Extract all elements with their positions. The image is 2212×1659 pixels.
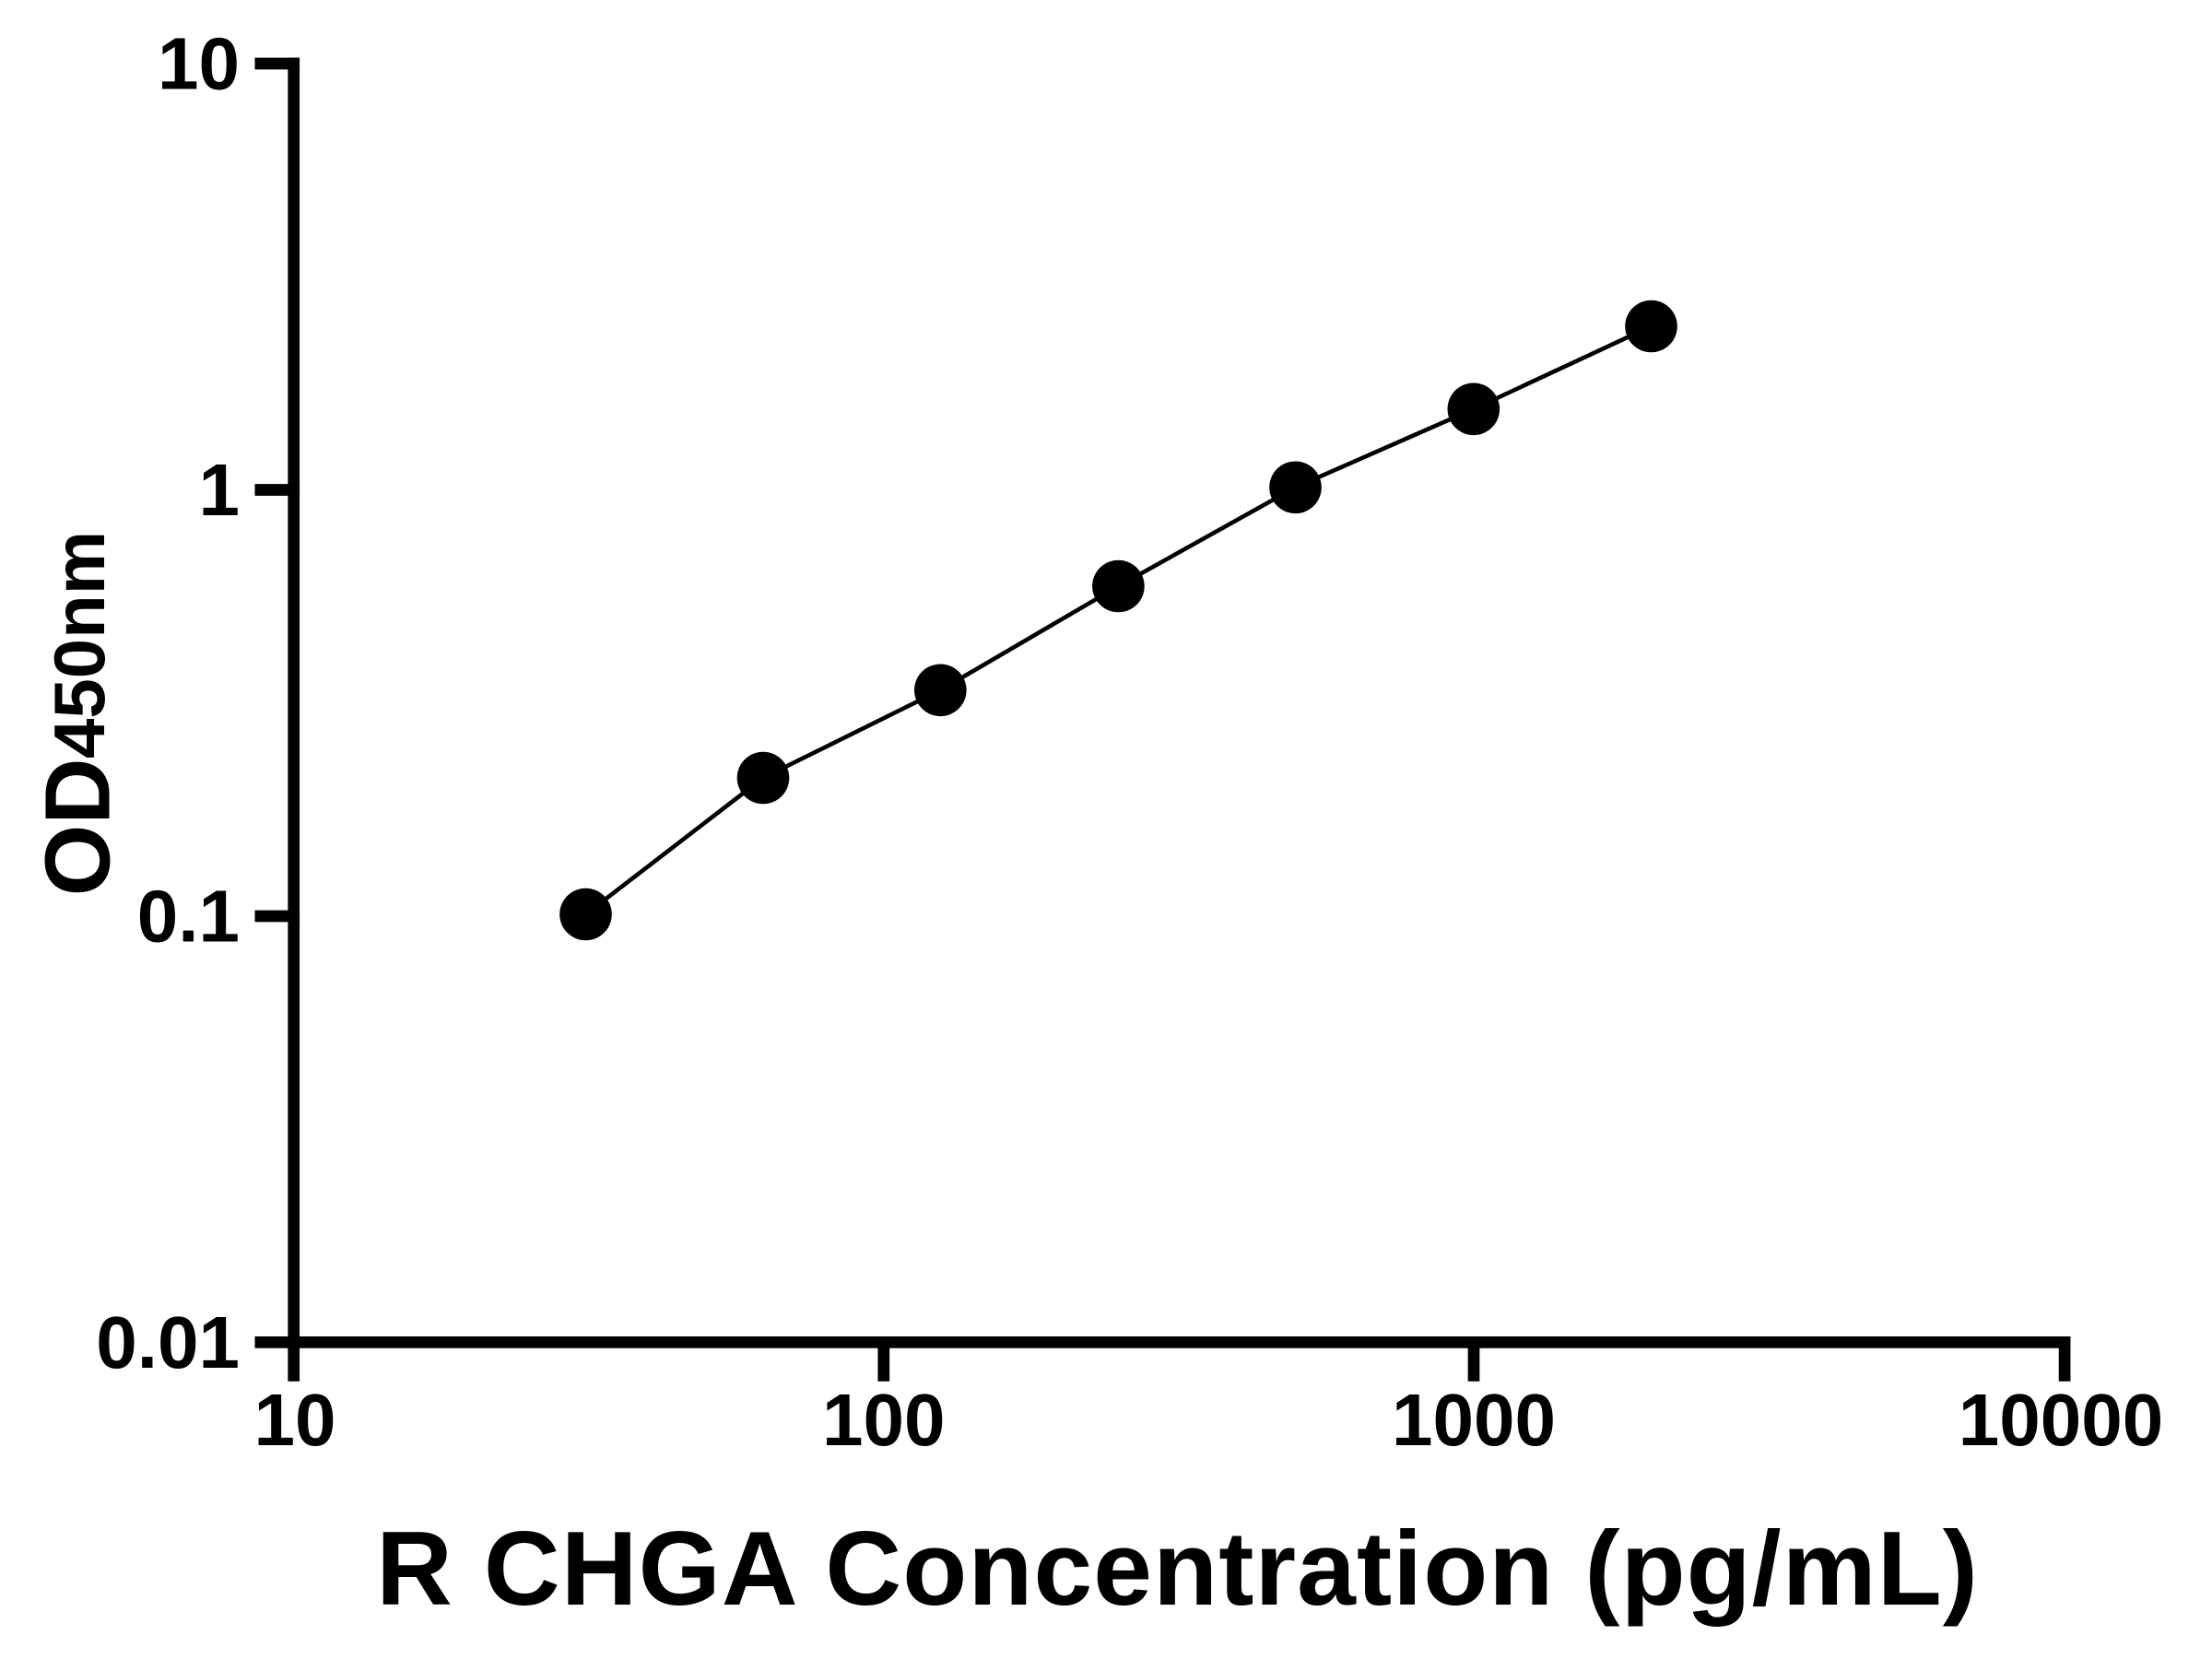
svg-text:10000: 10000 xyxy=(1959,1379,2163,1461)
svg-text:1000: 1000 xyxy=(1392,1379,1556,1461)
svg-text:10: 10 xyxy=(158,23,240,105)
svg-text:1: 1 xyxy=(199,449,241,531)
svg-text:0.1: 0.1 xyxy=(137,876,240,958)
svg-text:100: 100 xyxy=(822,1379,945,1461)
svg-text:10: 10 xyxy=(254,1379,336,1461)
svg-text:OD450nm: OD450nm xyxy=(27,531,130,897)
svg-text:0.01: 0.01 xyxy=(96,1301,240,1383)
svg-text:R CHGA Concentration (pg/mL): R CHGA Concentration (pg/mL) xyxy=(376,1510,1979,1628)
